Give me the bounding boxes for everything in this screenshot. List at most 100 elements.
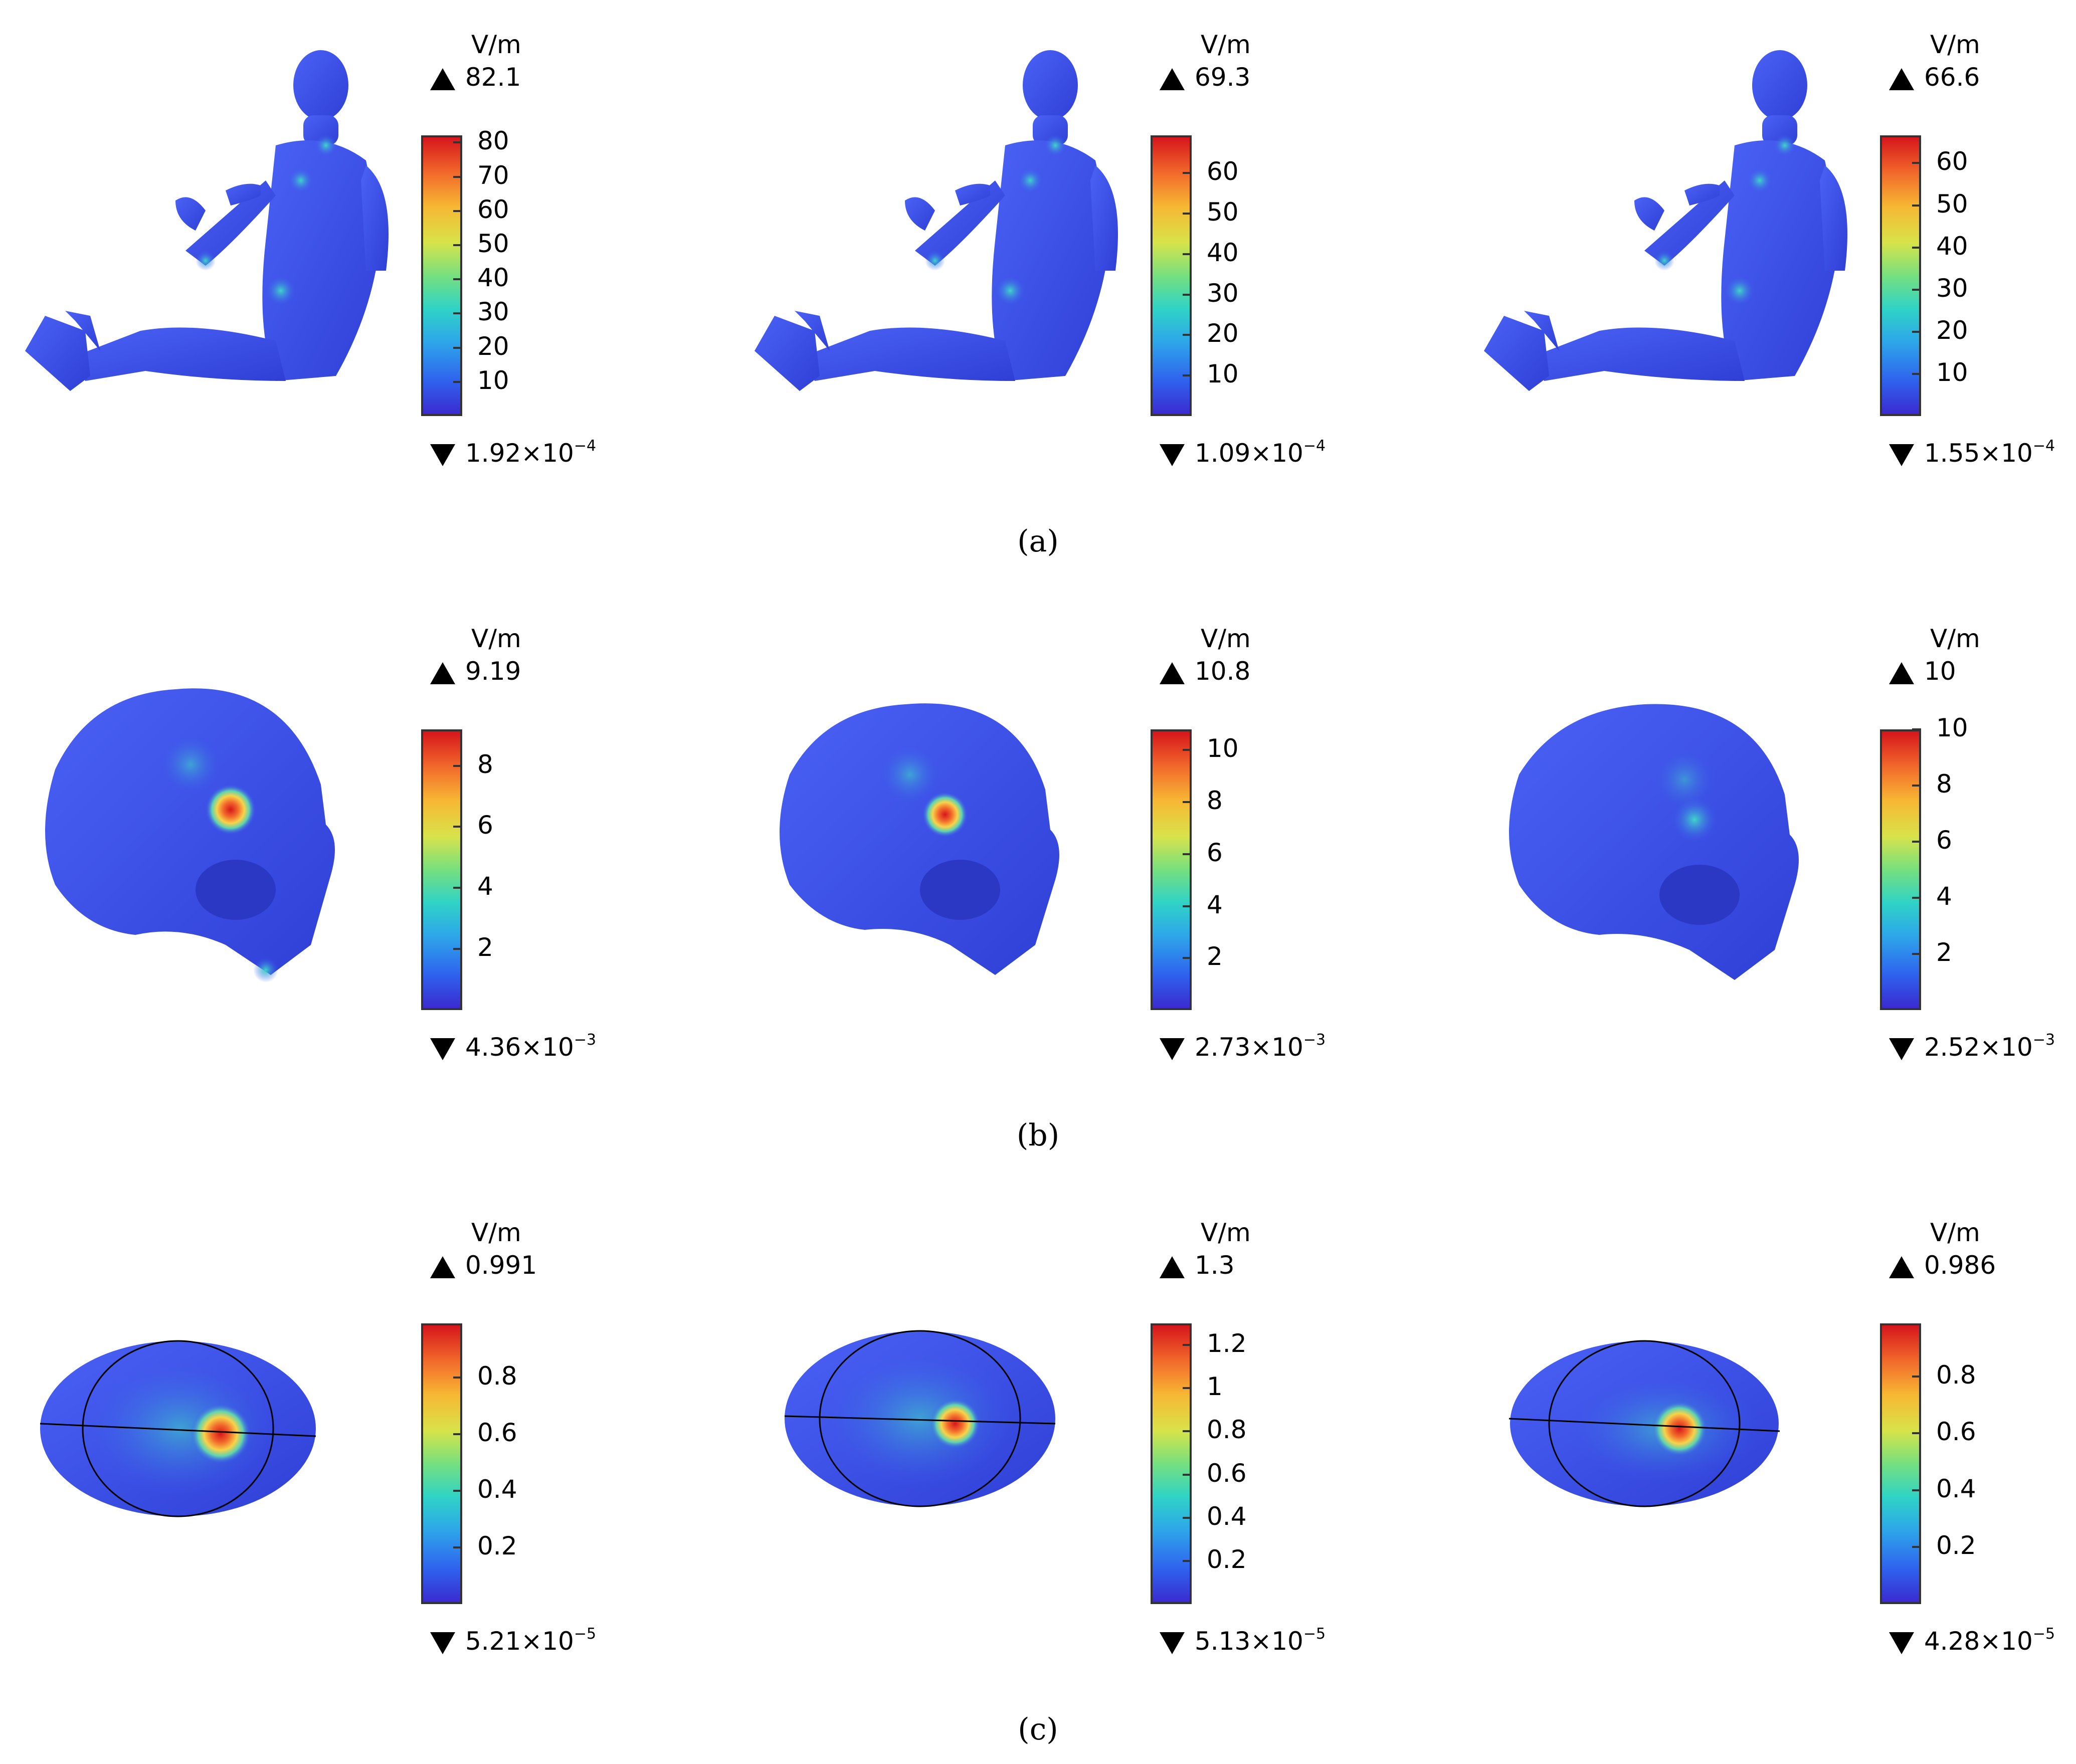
colorbar-unit: V/m: [1201, 30, 1251, 59]
colorbar-tick: [1183, 1473, 1192, 1476]
max-triangle-icon: [1889, 68, 1914, 90]
colorbar-tick: [1912, 330, 1921, 333]
max-triangle-icon: [430, 68, 455, 90]
colorbar-tick: [1912, 785, 1921, 787]
colorbar: [421, 1323, 462, 1604]
colorbar-tick: [453, 244, 462, 246]
colorbar-unit: V/m: [1201, 624, 1251, 653]
colorbar-tick: [453, 764, 462, 767]
colorbar-tick-label: 10: [1207, 359, 1239, 389]
colorbar-min: 1.09×10−4: [1160, 437, 1326, 468]
colorbar-tick-label: 0.4: [1936, 1474, 1976, 1503]
colorbar-tick-label: 0.8: [1936, 1360, 1976, 1390]
colorbar-min: 1.92×10−4: [430, 437, 596, 468]
colorbar-tick-label: 50: [1207, 197, 1239, 227]
colorbar-tick-label: 6: [1936, 826, 1952, 855]
colorbar-max: 1.3: [1160, 1251, 1235, 1280]
colorbar-tick: [1183, 253, 1192, 255]
colorbar-unit: V/m: [471, 1218, 521, 1247]
colorbar-tick-label: 40: [477, 263, 509, 293]
min-triangle-icon: [1160, 1632, 1185, 1654]
colorbar-tick: [1183, 172, 1192, 174]
colorbar-tick-label: 0.8: [1207, 1415, 1247, 1445]
panel-c3: V/m 0.986 4.28×10−5 0.8 0.6 0.4 0.2: [1474, 1218, 2076, 1669]
colorbar-max: 9.19: [430, 657, 521, 686]
colorbar-tick-label: 4: [1936, 882, 1952, 911]
colorbar-tick: [1912, 841, 1921, 843]
colorbar-tick-label: 30: [1207, 278, 1239, 308]
colorbar-tick-label: 10: [1936, 357, 1968, 387]
colorbar-tick: [1183, 853, 1192, 855]
min-triangle-icon: [430, 1038, 455, 1060]
colorbar-tick-label: 2: [1936, 938, 1952, 967]
colorbar-tick: [453, 141, 462, 144]
colorbar-tick: [1912, 1375, 1921, 1378]
colorbar-tick-label: 0.6: [1207, 1458, 1247, 1488]
caption-a: (a): [1017, 524, 1059, 559]
colorbar-min: 1.55×10−4: [1889, 437, 2055, 468]
colorbar-unit: V/m: [1201, 1218, 1251, 1247]
colorbar-unit: V/m: [471, 624, 521, 653]
colorbar-tick: [1912, 897, 1921, 899]
colorbar-tick-label: 30: [1936, 273, 1968, 303]
colorbar-tick: [453, 887, 462, 889]
skull-figure: [45, 688, 335, 983]
max-triangle-icon: [1160, 68, 1185, 90]
colorbar-min: 5.21×10−5: [430, 1625, 596, 1656]
colorbar-tick: [1183, 1516, 1192, 1519]
colorbar-tick: [1183, 957, 1192, 959]
colorbar-max: 10: [1889, 657, 1956, 686]
ellipsoid-figure: [784, 1330, 1056, 1507]
min-triangle-icon: [1889, 1632, 1914, 1654]
colorbar-max: 69.3: [1160, 63, 1250, 92]
colorbar-tick: [1183, 1430, 1192, 1433]
colorbar-max: 0.986: [1889, 1251, 1996, 1280]
colorbar-tick: [453, 1546, 462, 1548]
colorbar-tick-label: 4: [477, 872, 493, 901]
colorbar-tick-label: 8: [1936, 769, 1952, 799]
min-triangle-icon: [1160, 1038, 1185, 1060]
colorbar-tick-label: 0.4: [1207, 1501, 1247, 1531]
colorbar-unit: V/m: [1930, 30, 1980, 59]
colorbar-tick: [1183, 801, 1192, 804]
colorbar-min: 4.28×10−5: [1889, 1625, 2055, 1656]
colorbar-tick-label: 0.6: [1936, 1417, 1976, 1447]
colorbar-tick: [1183, 1387, 1192, 1390]
colorbar-tick: [453, 346, 462, 349]
skull-figure: [780, 703, 1059, 975]
colorbar-tick-label: 20: [1207, 319, 1239, 348]
colorbar-tick-label: 80: [477, 126, 509, 156]
colorbar-tick-label: 1.2: [1207, 1329, 1247, 1358]
colorbar-tick-label: 0.2: [1207, 1544, 1247, 1574]
colorbar-tick: [453, 210, 462, 212]
colorbar-tick: [453, 380, 462, 383]
colorbar-tick-label: 70: [477, 160, 509, 190]
body-figure: [25, 50, 389, 391]
colorbar-tick-label: 0.6: [477, 1418, 517, 1447]
panel-a3: V/m 66.6 1.55×10−4 60 50 40 30 20 10: [1474, 30, 2076, 481]
colorbar-tick: [1912, 204, 1921, 207]
colorbar-max: 66.6: [1889, 63, 1980, 92]
colorbar-min: 2.52×10−3: [1889, 1031, 2055, 1062]
colorbar: [421, 729, 462, 1010]
colorbar-unit: V/m: [1930, 1218, 1980, 1247]
colorbar-tick: [1912, 372, 1921, 375]
colorbar-tick: [453, 1376, 462, 1379]
colorbar-tick: [1912, 162, 1921, 164]
max-triangle-icon: [430, 1256, 455, 1278]
colorbar-tick-label: 10: [1207, 734, 1239, 763]
panel-b2: V/m 10.8 2.73×10−3 10 8 6 4 2: [744, 624, 1436, 1075]
colorbar-tick-label: 40: [1936, 231, 1968, 261]
colorbar-unit: V/m: [1930, 624, 1980, 653]
colorbar-tick: [1183, 374, 1192, 377]
colorbar: [1880, 1323, 1921, 1604]
colorbar-tick: [1912, 246, 1921, 249]
ellipsoid-figure: [1508, 1340, 1780, 1507]
colorbar: [1151, 135, 1192, 416]
colorbar-tick: [1183, 334, 1192, 336]
panel-a2: V/m 69.3 1.09×10−4 60 50 40 30 20 10: [744, 30, 1436, 481]
colorbar-max: 0.991: [430, 1251, 537, 1280]
colorbar-tick-label: 60: [1207, 157, 1239, 186]
colorbar-tick: [1912, 953, 1921, 955]
colorbar: [421, 135, 462, 416]
